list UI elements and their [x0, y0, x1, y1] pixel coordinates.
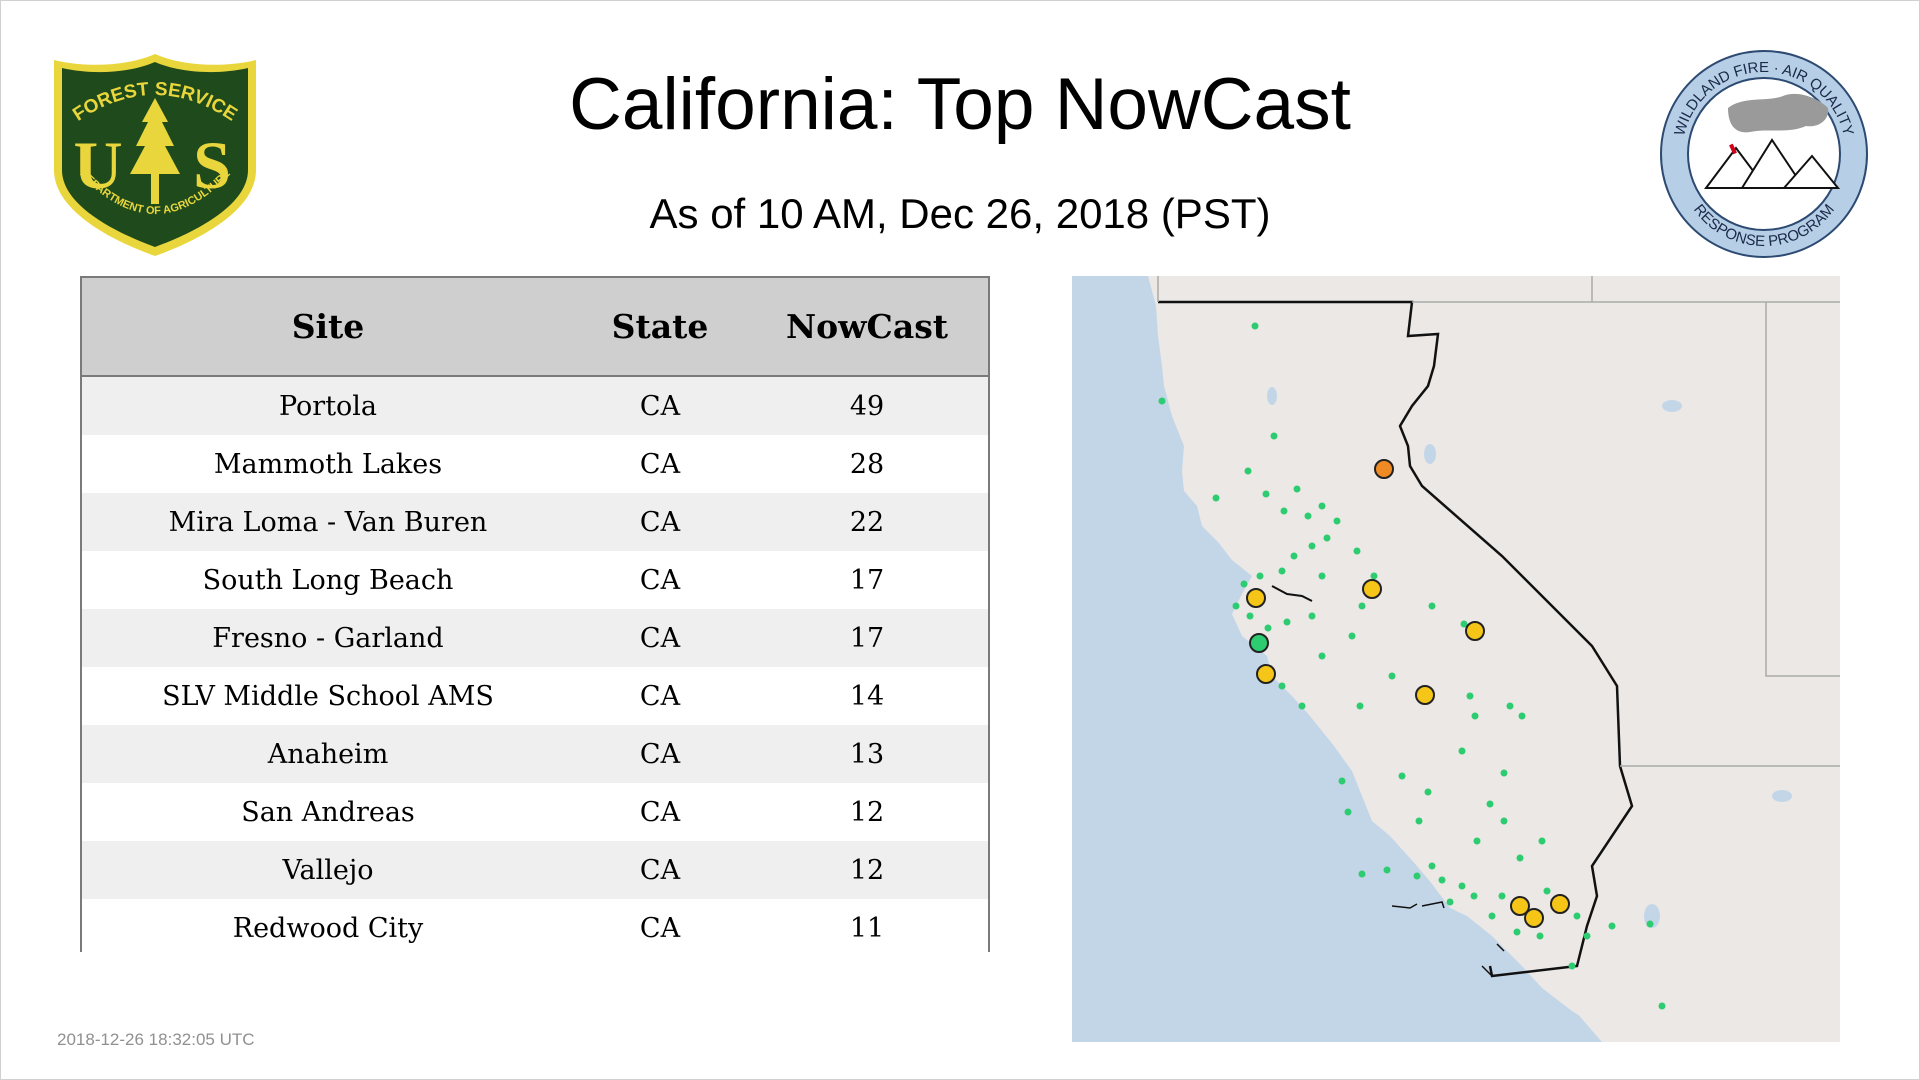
nowcast-cell: 28	[746, 435, 988, 493]
moderate-aqi-marker	[1362, 579, 1382, 599]
site-cell: SLV Middle School AMS	[82, 667, 574, 725]
svg-text:S: S	[193, 127, 231, 203]
moderate-aqi-marker	[1510, 896, 1530, 916]
table-row: SLV Middle School AMS CA 14	[82, 667, 988, 725]
moderate-aqi-marker	[1256, 664, 1276, 684]
state-cell: CA	[574, 551, 746, 609]
site-cell: San Andreas	[82, 783, 574, 841]
california-border	[1158, 300, 1634, 978]
nowcast-cell: 12	[746, 783, 988, 841]
table-row: Anaheim CA 13	[82, 725, 988, 783]
table-row: South Long Beach CA 17	[82, 551, 988, 609]
svg-text:U: U	[73, 127, 122, 203]
moderate-aqi-marker	[1524, 908, 1544, 928]
site-cell: Redwood City	[82, 899, 574, 957]
state-cell: CA	[574, 841, 746, 899]
site-cell: Portola	[82, 376, 574, 435]
nowcast-cell: 49	[746, 376, 988, 435]
nowcast-cell: 12	[746, 841, 988, 899]
mountains-icon	[1704, 138, 1841, 189]
moderate-aqi-marker	[1465, 621, 1485, 641]
table-row: Redwood City CA 11	[82, 899, 988, 957]
state-cell: CA	[574, 376, 746, 435]
site-cell: Mammoth Lakes	[82, 435, 574, 493]
state-cell: CA	[574, 667, 746, 725]
header-state: State	[574, 278, 746, 377]
moderate-aqi-marker	[1246, 588, 1266, 608]
land-area	[1148, 276, 1840, 1042]
sf-bay	[1271, 585, 1313, 602]
state-cell: CA	[574, 493, 746, 551]
moderate-aqi-marker	[1550, 894, 1570, 914]
nowcast-cell: 13	[746, 725, 988, 783]
california-monitor-map	[1072, 276, 1840, 1042]
table-row: San Andreas CA 12	[82, 783, 988, 841]
state-cell: CA	[574, 725, 746, 783]
wildland-fire-air-quality-logo: WILDLAND FIRE · AIR QUALITY RESPONSE PRO…	[1660, 50, 1868, 258]
site-cell: Mira Loma - Van Buren	[82, 493, 574, 551]
mexico-land	[1562, 976, 1840, 1042]
header-nowcast: NowCast	[746, 278, 988, 377]
state-cell: CA	[574, 899, 746, 957]
nowcast-cell: 22	[746, 493, 988, 551]
usg-aqi-marker	[1374, 459, 1394, 479]
moderate-aqi-marker	[1415, 685, 1435, 705]
good-aqi-markers	[1158, 322, 1666, 1010]
table-row: Mammoth Lakes CA 28	[82, 435, 988, 493]
smoke-plume-icon	[1728, 93, 1829, 133]
site-cell: Anaheim	[82, 725, 574, 783]
site-cell: Vallejo	[82, 841, 574, 899]
table-row: Portola CA 49	[82, 376, 988, 435]
nowcast-table: Site State NowCast Portola CA 49 Mammoth…	[80, 276, 990, 957]
nowcast-cell: 17	[746, 551, 988, 609]
generated-timestamp: 2018-12-26 18:32:05 UTC	[57, 1030, 255, 1049]
table-row: Vallejo CA 12	[82, 841, 988, 899]
channel-islands	[1391, 901, 1505, 977]
state-cell: CA	[574, 609, 746, 667]
table-row: Mira Loma - Van Buren CA 22	[82, 493, 988, 551]
state-lines	[1157, 276, 1840, 767]
site-cell: Fresno - Garland	[82, 609, 574, 667]
pine-tree-icon	[130, 98, 180, 204]
good-aqi-marker	[1249, 633, 1269, 653]
header-site: Site	[82, 278, 574, 377]
nowcast-cell: 11	[746, 899, 988, 957]
state-cell: CA	[574, 435, 746, 493]
table-header-row: Site State NowCast	[82, 278, 988, 377]
usfs-shield-logo: FOREST SERVICE U S DEPARTMENT OF AGRICUL…	[54, 54, 256, 256]
page-subtitle: As of 10 AM, Dec 26, 2018 (PST)	[649, 190, 1271, 237]
page-title: California: Top NowCast	[569, 64, 1351, 145]
table-row: Fresno - Garland CA 17	[82, 609, 988, 667]
state-cell: CA	[574, 783, 746, 841]
site-cell: South Long Beach	[82, 551, 574, 609]
nowcast-cell: 17	[746, 609, 988, 667]
nowcast-cell: 14	[746, 667, 988, 725]
